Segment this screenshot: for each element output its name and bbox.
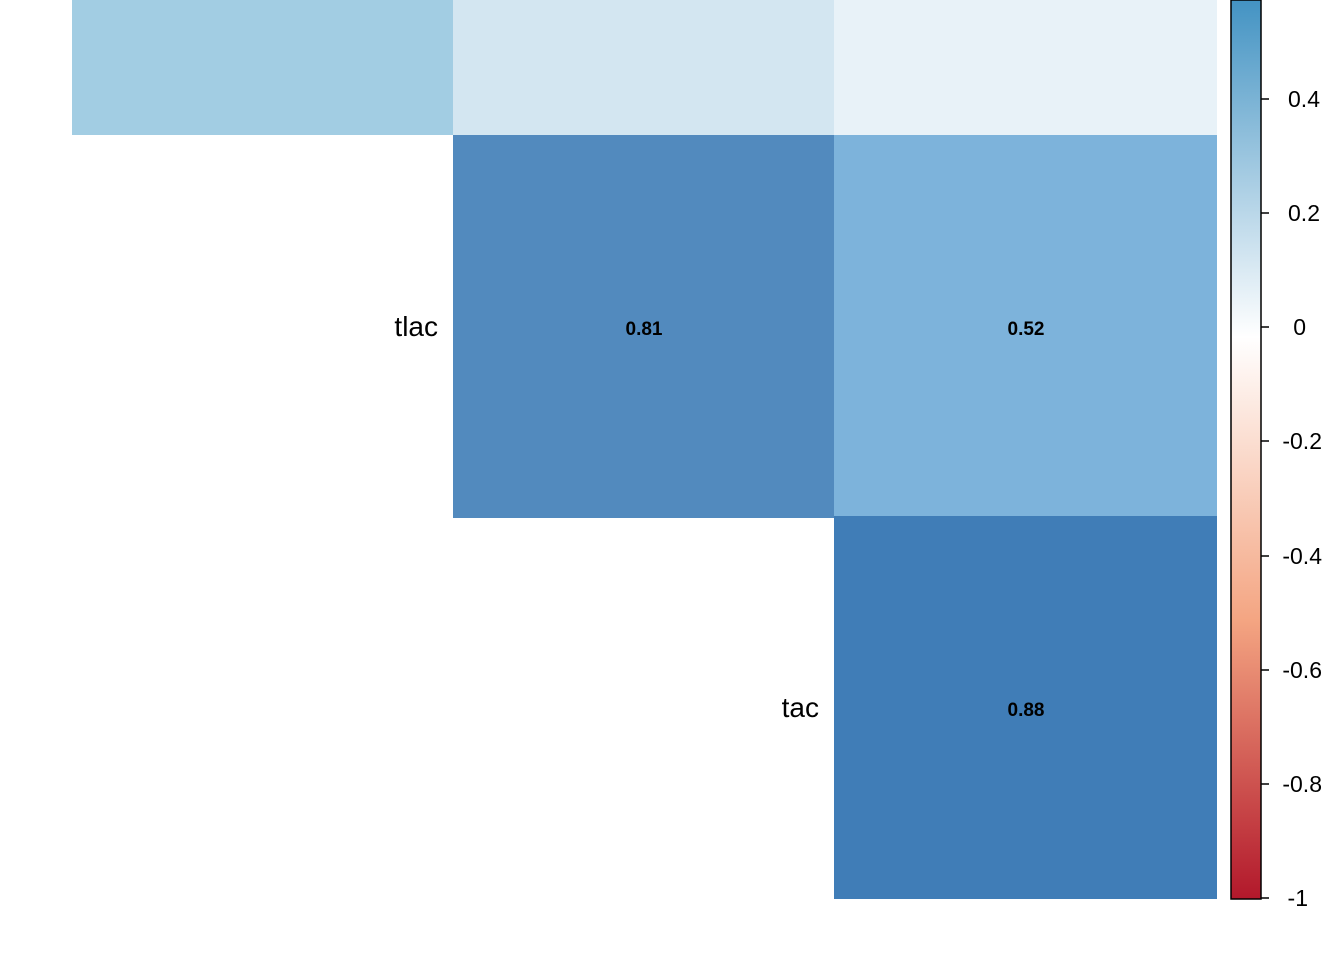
colorbar-tick-label: -0.8 (1282, 771, 1322, 797)
heatmap-cell (453, 0, 834, 135)
cell-value-label: 0.88 (1008, 700, 1045, 721)
row-label-tlac: tlac (394, 311, 438, 342)
cell-value-label: 0.52 (1008, 319, 1045, 340)
colorbar-tick-label: -0.2 (1282, 428, 1322, 454)
colorbar-tick-label: 0.2 (1288, 200, 1320, 226)
colorbar-tick-label: 0 (1293, 314, 1306, 340)
colorbar (1230, 0, 1262, 900)
colorbar-tick-label: -0.6 (1282, 657, 1322, 683)
heatmap-cell (834, 516, 1217, 899)
heatmap-cell (834, 135, 1217, 518)
colorbar-tick-label: 0.4 (1288, 86, 1320, 112)
colorbar-ticks: 0.4 0.2 0 -0.2 -0.4 -0.6 -0.8 -1 (1261, 86, 1322, 911)
heatmap-cell (453, 135, 834, 518)
colorbar-tick-label: -0.4 (1282, 543, 1322, 569)
row-label-tac: tac (782, 692, 819, 723)
colorbar-tick-label: -1 (1288, 885, 1308, 911)
cell-value-label: 0.81 (626, 319, 663, 340)
heatmap-cell (834, 0, 1217, 135)
heatmap-cell (72, 0, 453, 135)
